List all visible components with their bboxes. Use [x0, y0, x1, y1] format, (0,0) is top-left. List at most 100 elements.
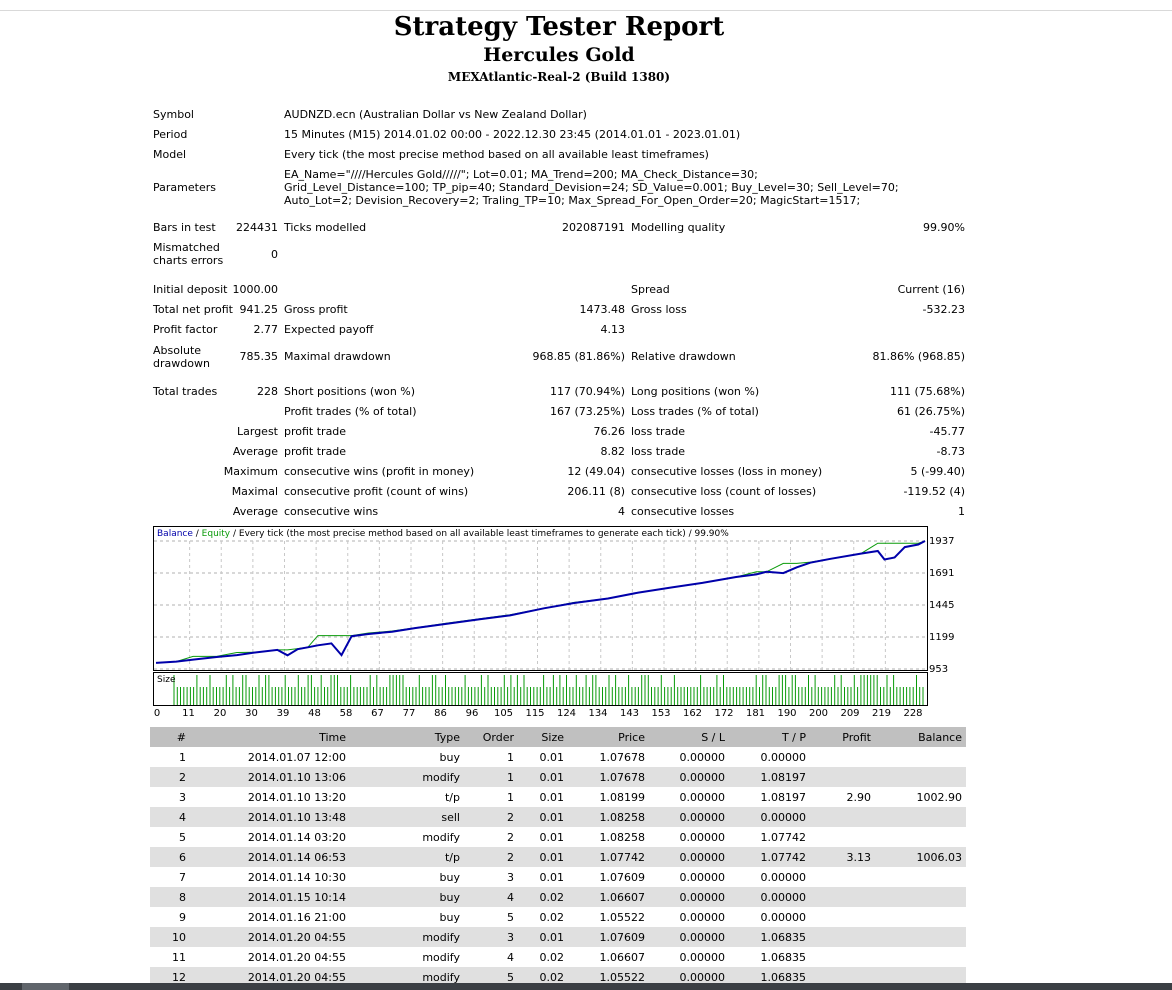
- long-label: Long positions (won %): [631, 385, 760, 398]
- col-number: #: [150, 727, 190, 747]
- table-cell: 1.07678: [568, 767, 649, 787]
- x-tick-label: 58: [339, 708, 353, 719]
- bars-value: 224431: [236, 221, 278, 234]
- table-cell: sell: [350, 807, 464, 827]
- table-cell: 2014.01.10 13:06: [190, 767, 350, 787]
- x-tick-label: 200: [808, 708, 829, 719]
- largest-loss-label: loss trade: [631, 425, 686, 438]
- col-time: Time: [190, 727, 350, 747]
- table-cell: 11: [172, 950, 186, 964]
- table-cell: modify: [422, 830, 460, 844]
- table-cell: 8: [150, 887, 190, 907]
- average-profit-value: 8.82: [600, 445, 626, 458]
- largest-label: Largest: [237, 425, 278, 438]
- table-cell: [810, 927, 875, 947]
- equity-line: [155, 540, 926, 664]
- table-cell: 2014.01.10 13:20: [247, 790, 346, 804]
- table-cell: 1: [179, 750, 186, 764]
- table-cell: 0.00000: [760, 910, 807, 924]
- table-cell: 9: [179, 910, 186, 924]
- table-cell: [810, 887, 875, 907]
- table-cell: 4: [507, 950, 514, 964]
- table-cell: 0.01: [539, 790, 565, 804]
- x-tick-label: 124: [556, 708, 577, 719]
- table-cell: 0.00000: [729, 887, 810, 907]
- parameters-label: Parameters: [153, 181, 216, 194]
- table-cell: 2014.01.10 13:48: [190, 807, 350, 827]
- horizontal-scrollbar[interactable]: [0, 983, 1172, 990]
- table-cell: 5: [179, 830, 186, 844]
- table-cell: 6: [150, 847, 190, 867]
- x-tick-label: 219: [871, 708, 892, 719]
- table-cell: 0.00000: [649, 927, 729, 947]
- losstrades-label: Loss trades (% of total): [631, 405, 759, 418]
- table-cell: 1.06835: [729, 967, 810, 987]
- x-tick-label: 143: [619, 708, 640, 719]
- symbol-value: AUDNZD.ecn (Australian Dollar vs New Zea…: [284, 108, 587, 121]
- reldd-value: 81.86% (968.85): [872, 350, 965, 363]
- pf-label: Profit factor: [153, 323, 218, 336]
- table-cell: [810, 827, 875, 847]
- y-tick-label: 1445: [929, 600, 955, 611]
- spread-value: Current (16): [897, 283, 965, 296]
- ticks-label: Ticks modelled: [284, 221, 367, 234]
- table-cell: 10: [150, 927, 190, 947]
- table-cell: 0.00000: [729, 807, 810, 827]
- table-cell: 1: [464, 767, 518, 787]
- legend-equity: Equity: [201, 529, 231, 539]
- balance-chart: [153, 526, 928, 671]
- x-tick-label: 39: [276, 708, 290, 719]
- x-tick-label: 67: [371, 708, 384, 719]
- model-label: Model: [153, 148, 187, 161]
- table-cell: buy: [439, 750, 460, 764]
- x-tick-label: 86: [434, 708, 447, 719]
- table-cell: 1.05522: [568, 967, 649, 987]
- table-cell: 1.07742: [760, 830, 807, 844]
- table-cell: 5: [464, 967, 518, 987]
- reldd-label: Relative drawdown: [631, 350, 736, 363]
- table-cell: 1006.03: [875, 847, 966, 867]
- avg-cons-losses-label: consecutive losses: [631, 505, 735, 518]
- table-cell: [810, 967, 875, 987]
- absdd-label: Absolute drawdown: [153, 344, 210, 370]
- size-chart: [153, 672, 928, 706]
- table-cell: 0.00000: [649, 967, 729, 987]
- table-cell: modify: [350, 967, 464, 987]
- legend-balance: Balance: [157, 529, 193, 539]
- table-row: 11 2014.01.20 04:55 modify 4 0.02 1.06607 0.00…: [150, 947, 966, 967]
- avg-cons-losses-value: 1: [958, 505, 965, 518]
- table-cell: 0.00000: [649, 847, 729, 867]
- x-tick-label: 48: [308, 708, 321, 719]
- col-sl: S / L: [649, 727, 729, 747]
- scrollbar-thumb[interactable]: [22, 983, 69, 990]
- table-cell: 0.00000: [649, 807, 729, 827]
- table-cell: 4: [150, 807, 190, 827]
- grossloss-value: -532.23: [922, 303, 965, 316]
- max-cons-wins-value: 12 (49.04): [567, 465, 625, 478]
- col-balance: Balance: [875, 727, 966, 747]
- table-cell: 0.02: [539, 950, 565, 964]
- avg-cons-wins-label: consecutive wins: [284, 505, 379, 518]
- quality-label: Modelling quality: [631, 221, 726, 234]
- col-size: Size: [518, 727, 568, 747]
- symbol-label: Symbol: [153, 108, 194, 121]
- table-cell: 1.07678: [599, 750, 646, 764]
- payoff-value: 4.13: [600, 323, 626, 336]
- table-cell: t/p: [350, 847, 464, 867]
- trades-value: 228: [257, 385, 278, 398]
- table-row: 8 2014.01.15 10:14 buy 4 0.02 1.06607 0.00000 0…: [150, 887, 966, 907]
- x-tick-label: 190: [777, 708, 797, 719]
- y-tick-label: 953: [929, 664, 949, 675]
- table-row: 1 2014.01.07 12:00 buy 1 0.01 1.07678 0.00000 0…: [150, 747, 966, 767]
- short-value: 117 (70.94%): [549, 385, 625, 398]
- spread-label: Spread: [631, 283, 670, 296]
- table-cell: 1002.90: [916, 790, 963, 804]
- table-cell: 2: [464, 847, 518, 867]
- max-cons-wins-label: consecutive wins (profit in money): [284, 465, 475, 478]
- average-label: Average: [232, 445, 278, 458]
- table-cell: 0.00000: [679, 910, 726, 924]
- table-cell: [875, 887, 966, 907]
- table-cell: 1.07742: [729, 847, 810, 867]
- table-cell: [875, 927, 966, 947]
- table-cell: 1.08197: [729, 767, 810, 787]
